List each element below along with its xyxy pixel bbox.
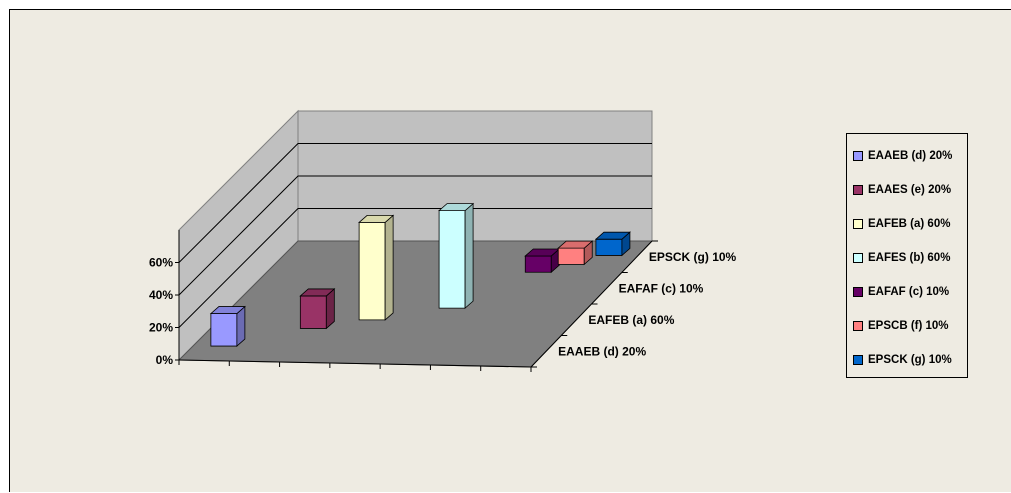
depth-tick-label: EPSCK (g) 10% xyxy=(649,250,737,264)
bar-5 xyxy=(557,240,594,266)
legend-item: EPSCB (f) 10% xyxy=(847,309,967,343)
legend-item: EAFEB (a) 60% xyxy=(847,207,967,241)
bar-6 xyxy=(594,231,631,257)
y-tick-label: 0% xyxy=(156,353,174,367)
legend-label: EAAES (e) 20% xyxy=(868,184,952,196)
gridline xyxy=(178,143,652,263)
y-tick-label: 40% xyxy=(149,288,173,302)
chart-walls xyxy=(178,109,653,362)
bar-0 xyxy=(209,305,246,347)
bar-top xyxy=(209,306,246,314)
chart-bars xyxy=(209,202,631,347)
legend-swatch xyxy=(853,151,863,161)
y-axis-ticks: 0% 20% 40% 60% xyxy=(149,230,180,367)
x-axis-line xyxy=(178,359,532,368)
legend-item: EAAEB (d) 20% xyxy=(847,139,967,173)
legend-label: EPSCK (g) 10% xyxy=(868,354,952,366)
bar-top xyxy=(299,288,336,297)
depth-tick-label: EAAEB (d) 20% xyxy=(558,344,646,358)
gridline xyxy=(178,175,652,296)
legend-label: EPSCB (f) 10% xyxy=(868,320,949,332)
bar-front xyxy=(299,295,327,329)
legend-swatch xyxy=(853,253,863,263)
legend-swatch xyxy=(853,287,863,297)
legend-swatch xyxy=(853,355,863,365)
bar-side xyxy=(384,214,394,321)
legend-label: EAAEB (d) 20% xyxy=(868,150,953,162)
chart-plot: 0%20%40%60% EAAEB (d) 20%EAFEB (a) 60%EA… xyxy=(149,109,737,372)
chart-legend: EAAEB (d) 20% EAAES (e) 20% EAFEB (a) 60% E… xyxy=(846,133,968,378)
legend-label: EAFES (b) 60% xyxy=(868,252,951,264)
depth-tick-label: EAFEB (a) 60% xyxy=(588,313,674,327)
bar-top xyxy=(358,214,395,223)
depth-axis-line xyxy=(530,240,653,368)
bar-4 xyxy=(524,248,561,274)
bar-front xyxy=(557,247,585,265)
legend-swatch xyxy=(853,321,863,331)
bar-1 xyxy=(299,288,336,330)
bar-top xyxy=(594,231,631,240)
legend-label: EAFEB (a) 60% xyxy=(868,218,951,230)
depth-tick-label: EAFAF (c) 10% xyxy=(619,281,704,295)
legend-item: EAFES (b) 60% xyxy=(847,241,967,275)
depth-axis-labels: EAAEB (d) 20% EAFEB (a) 60% EAFAF (c) 10% E… xyxy=(558,250,736,359)
bar-front xyxy=(358,221,386,321)
bar-2 xyxy=(358,214,395,321)
gridline xyxy=(178,208,652,328)
bar-front xyxy=(210,313,238,347)
bar-top xyxy=(557,240,594,249)
chart-area: 0% 20% 40% 60% EAAEB (d) 20% EAFEB (a) 60% EA… xyxy=(9,9,1011,492)
bar-top xyxy=(438,203,475,212)
y-tick-label: 20% xyxy=(149,321,173,335)
bar-front xyxy=(595,238,623,256)
y-tick-label: 60% xyxy=(149,256,173,270)
bar-side xyxy=(464,202,474,310)
legend-swatch xyxy=(853,185,863,195)
bar-front xyxy=(438,210,466,309)
legend-item: EAAES (e) 20% xyxy=(847,173,967,207)
bar-front xyxy=(524,255,552,273)
legend-item: EPSCK (g) 10% xyxy=(847,343,967,377)
bar-3 xyxy=(438,202,475,310)
legend-item: EAFAF (c) 10% xyxy=(847,275,967,309)
legend-swatch xyxy=(853,219,863,229)
legend-label: EAFAF (c) 10% xyxy=(868,286,950,298)
